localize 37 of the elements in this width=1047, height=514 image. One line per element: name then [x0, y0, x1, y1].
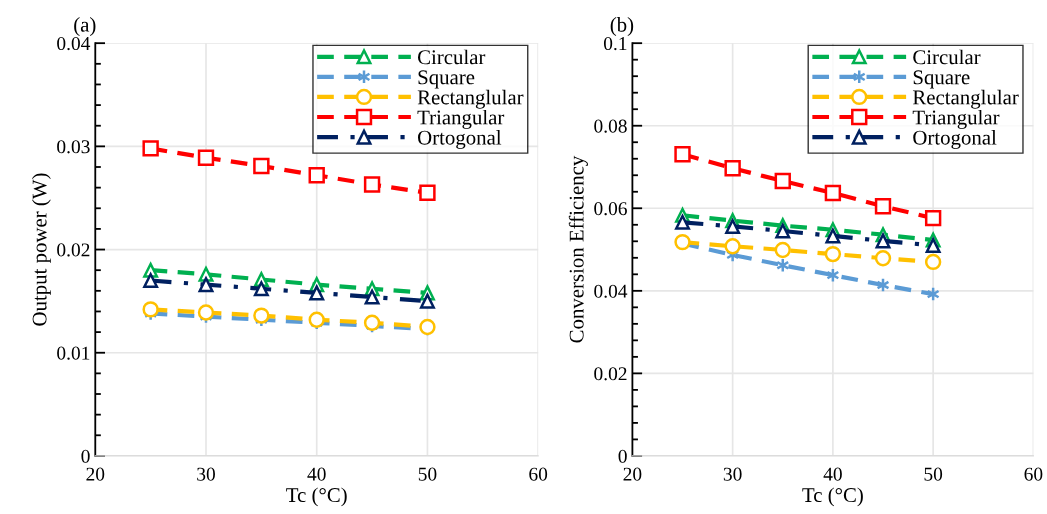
- x-tick-label: 50: [924, 467, 943, 481]
- x-tick-label: 20: [86, 467, 105, 481]
- y-axis-title: Conversion Efficiency: [568, 155, 588, 343]
- legend-label: Rectanglular: [912, 89, 1019, 109]
- y-tick-label: 0.06: [594, 202, 627, 216]
- legend-label: Triangular: [912, 109, 1000, 129]
- legend-label: Square: [913, 70, 970, 89]
- x-tick-label: 20: [623, 467, 642, 481]
- chart-title: (b): [610, 17, 634, 36]
- y-tick-label: 0: [618, 449, 627, 463]
- y-tick-label: 0.02: [594, 367, 627, 381]
- y-tick-label: 0.01: [57, 346, 90, 360]
- legend-label: Ortogonal: [913, 130, 997, 149]
- x-tick-label: 30: [197, 467, 215, 481]
- y-axis-title: Output power (W): [31, 173, 51, 326]
- y-tick-label: 0.08: [594, 119, 627, 133]
- legend-label: Circular: [417, 49, 486, 65]
- chart-title: (a): [74, 17, 96, 36]
- x-axis-title: Tc (°C): [802, 487, 863, 507]
- y-tick-label: 0.1: [603, 36, 627, 51]
- x-tick-label: 60: [529, 467, 548, 481]
- y-tick-label: 0.04: [594, 284, 628, 298]
- y-tick-label: 0.03: [57, 140, 90, 154]
- legend-label: Circular: [913, 49, 981, 65]
- x-tick-label: 50: [418, 467, 437, 481]
- y-tick-label: 0.02: [57, 243, 90, 257]
- y-tick-label: 0.04: [57, 36, 91, 51]
- y-tick-label: 0: [81, 449, 90, 463]
- x-tick-label: 40: [823, 467, 842, 481]
- x-tick-label: 40: [307, 467, 326, 481]
- x-axis-title: Tc (°C): [286, 487, 347, 507]
- x-tick-label: 30: [723, 467, 742, 481]
- legend-label: Square: [418, 70, 475, 89]
- x-tick-label: 60: [1024, 467, 1043, 481]
- legend-label: Ortogonal: [417, 130, 502, 149]
- legend-label: Rectanglular: [417, 89, 524, 109]
- legend-label: Triangular: [417, 109, 505, 129]
